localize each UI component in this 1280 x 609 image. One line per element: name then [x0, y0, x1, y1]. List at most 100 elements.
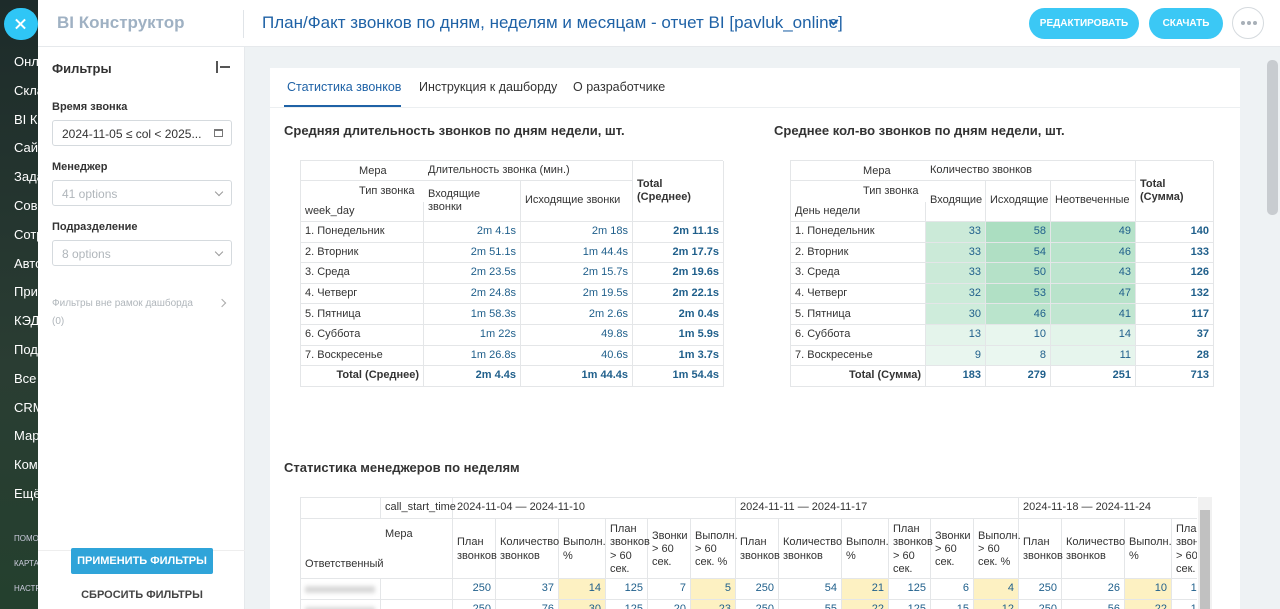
table-cell: call_start_time	[381, 498, 456, 519]
table-cell: 47	[1051, 283, 1136, 305]
filters-title: Фильтры	[52, 61, 112, 76]
tab-border	[270, 107, 1240, 108]
table-cell: Входящие звонки	[424, 181, 521, 222]
filter-value: 2024-11-05 ≤ col < 2025...	[62, 127, 202, 141]
table-cell: 2m 4.1s	[424, 222, 521, 243]
table-cell: 250	[736, 579, 779, 600]
nav-item[interactable]: Ещё	[14, 486, 38, 501]
table-cell: 46	[1051, 242, 1136, 264]
table-cell: 12	[974, 600, 1019, 609]
table-cell: Количество звонков	[1062, 519, 1125, 579]
table-cell: 126	[1136, 263, 1214, 284]
tab[interactable]: Инструкция к дашборду	[419, 80, 558, 94]
edit-button[interactable]: РЕДАКТИРОВАТЬ	[1029, 8, 1139, 39]
nav-item[interactable]: Онла	[14, 54, 38, 69]
table-title: Статистика менеджеров по неделям	[284, 460, 520, 475]
nav-item[interactable]: BI Ко	[14, 111, 38, 127]
outside-count: (0)	[52, 316, 65, 327]
table-cell: 1m 44.4s	[521, 242, 633, 264]
table-cell: Звонки > 60 сек.	[931, 519, 974, 579]
filter-label: Менеджер	[52, 161, 108, 173]
table-cell: 53	[986, 283, 1051, 305]
download-button[interactable]: СКАЧАТЬ	[1149, 8, 1223, 39]
nav-item[interactable]: Все с	[14, 370, 38, 386]
apply-button[interactable]: ПРИМЕНИТЬ ФИЛЬТРЫ	[71, 548, 213, 574]
table-cell: Количество звонков	[779, 519, 842, 579]
table-cell: 11	[1051, 345, 1136, 367]
tab[interactable]: О разработчике	[573, 80, 666, 94]
type-label: Тип звонка	[863, 185, 919, 197]
table-cell: 132	[1136, 283, 1214, 305]
outside-filters[interactable]: Фильтры вне рамок дашборда	[52, 298, 193, 309]
table-cell: 30	[926, 304, 986, 325]
nav-item[interactable]: КЭД	[14, 313, 38, 329]
table-cell	[301, 579, 381, 600]
table-cell: Звонки > 60 сек.	[648, 519, 691, 579]
table-cell: 125	[1172, 600, 1197, 609]
nav-item[interactable]: Авто	[14, 255, 38, 271]
tab[interactable]: Статистика звонков	[287, 80, 402, 94]
table-cell: Мера	[381, 519, 453, 579]
table-cell: 2m 23.5s	[424, 263, 521, 284]
vertical-divider	[243, 10, 244, 38]
table-cell: 251	[1051, 366, 1136, 387]
table-cell: 250	[453, 579, 496, 600]
nav-footer-item[interactable]: КАРТА	[14, 559, 38, 568]
nav-item[interactable]: При	[14, 284, 38, 300]
table-cell: Total (Среднее)	[633, 161, 724, 222]
table-cell: 2m 51.1s	[424, 242, 521, 264]
nav-item[interactable]: Сайт	[14, 140, 38, 156]
table-cell: Неотвеченные	[1051, 181, 1136, 222]
filter-icon	[214, 129, 223, 137]
reset-button[interactable]: СБРОСИТЬ ФИЛЬТРЫ	[81, 589, 203, 601]
close-button[interactable]	[4, 8, 38, 40]
collapse-icon	[216, 61, 218, 73]
nav-item[interactable]: CRM	[14, 399, 38, 415]
table-cell: 43	[1051, 263, 1136, 284]
table-cell: 2m 4.4s	[424, 366, 521, 387]
table-cell: 50	[986, 263, 1051, 284]
filter-input[interactable]: 41 options	[52, 180, 232, 206]
table-cell: 54	[986, 242, 1051, 264]
table-cell: 4. Четверг	[791, 283, 926, 305]
table-cell: 9	[926, 345, 986, 367]
filter-label: Подразделение	[52, 221, 138, 233]
table-cell: 279	[986, 366, 1051, 387]
table-cell: 140	[1136, 222, 1214, 243]
table-cell: 5	[691, 579, 736, 600]
table-cell: План звонков	[736, 519, 780, 579]
table-cell: 21	[842, 579, 889, 600]
filter-input[interactable]: 2024-11-05 ≤ col < 2025...	[52, 120, 232, 146]
table-cell: 7. Воскресенье	[301, 345, 424, 367]
nav-item[interactable]: Ком	[14, 457, 38, 473]
table-cell	[381, 600, 453, 609]
table-cell: Выполн. %	[842, 519, 889, 579]
report-title[interactable]: План/Факт звонков по дням, неделям и мес…	[262, 13, 843, 32]
table-cell: 2m 24.8s	[424, 283, 521, 305]
table-cell: Количество звонков	[926, 161, 1136, 181]
filter-value: 8 options	[62, 247, 111, 261]
nav-footer-item[interactable]: ПОМО	[14, 534, 38, 543]
nav-item[interactable]: Сотр	[14, 226, 38, 242]
table-cell: 10	[1125, 579, 1172, 600]
table-cell: 49.8s	[521, 325, 633, 346]
nav-item[interactable]: Под	[14, 342, 38, 357]
filter-input[interactable]: 8 options	[52, 240, 232, 266]
tab-underline	[284, 105, 401, 107]
table-cell	[301, 161, 424, 181]
table-cell: 30	[559, 600, 606, 609]
nav-item[interactable]: Зада	[14, 169, 38, 185]
table-title: Среднее кол-во звонков по дням недели, ш…	[774, 123, 1065, 138]
table-cell: 250	[453, 600, 496, 609]
table-cell: 20	[648, 600, 691, 609]
nav-item[interactable]: Скла	[14, 82, 38, 98]
nav-item[interactable]: Совм	[14, 198, 38, 213]
table-cell: Выполн. %	[1125, 519, 1172, 579]
nav-item[interactable]: Мар	[14, 428, 38, 444]
collapse-arrow	[220, 66, 230, 68]
more-button[interactable]	[1232, 7, 1264, 39]
table-cell: 125	[1172, 579, 1197, 600]
table-cell: План звонков > 60 сек.	[606, 519, 650, 579]
nav-footer-item[interactable]: НАСТР	[14, 584, 38, 593]
table-cell: 6. Суббота	[791, 325, 926, 346]
